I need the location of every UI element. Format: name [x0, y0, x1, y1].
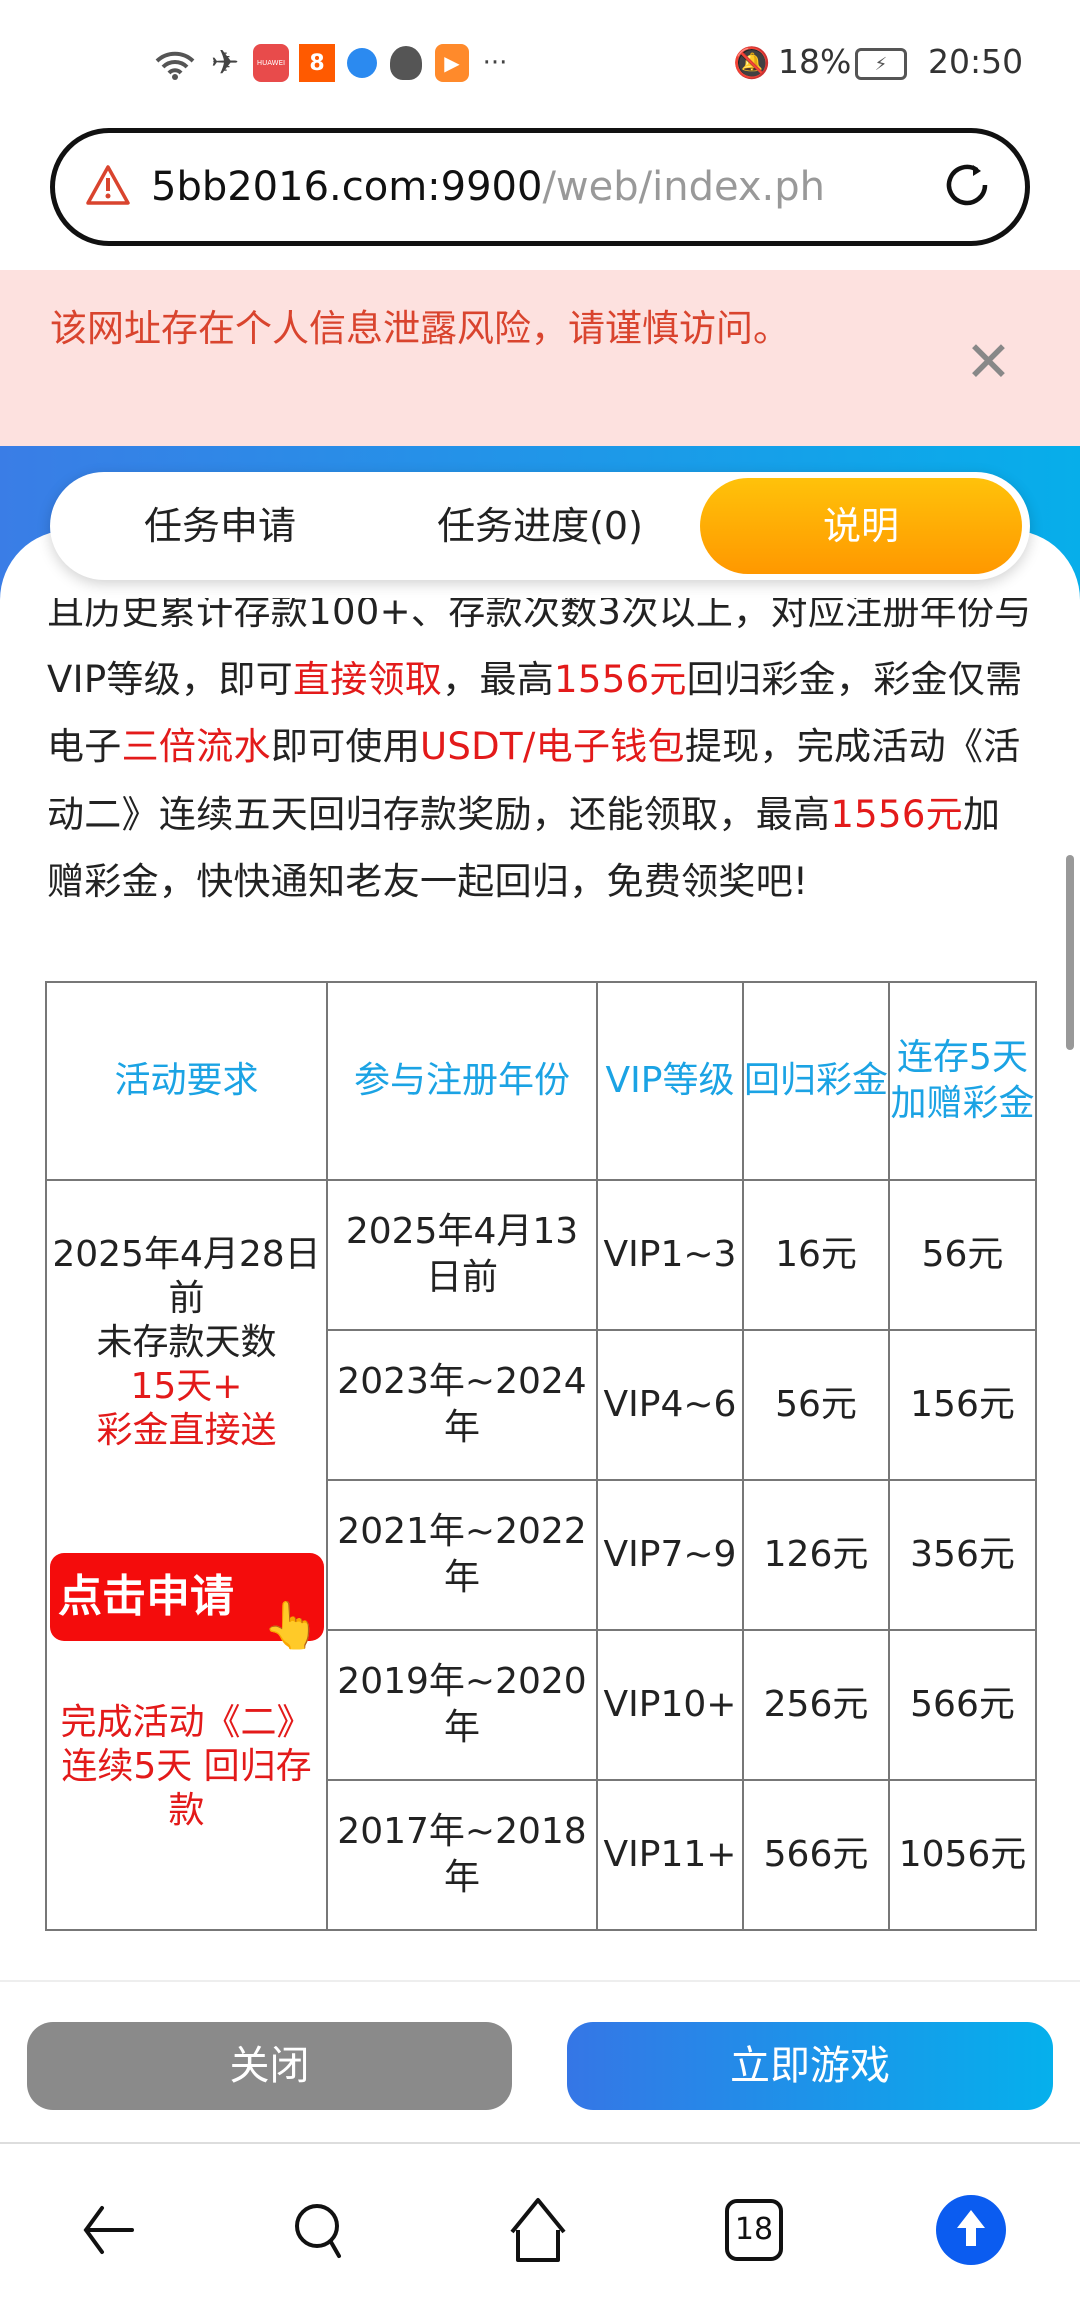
highlight-text: 1556元: [554, 657, 687, 701]
row-vip: VIP10+: [596, 1629, 744, 1781]
clock: 20:50: [928, 42, 1024, 81]
home-icon[interactable]: [498, 2190, 578, 2270]
huawei-appgallery-icon: HUAWEI: [253, 44, 289, 82]
table-row: 2025年4月28日前 未存款天数 15天+ 彩金直接送 点击申请 👆 完成活动《…: [45, 1179, 1037, 1931]
close-button[interactable]: 关闭: [27, 2022, 512, 2110]
row-extra: 56元: [888, 1179, 1037, 1331]
search-icon[interactable]: [281, 2190, 361, 2270]
req-days-label: 未存款天数: [96, 1322, 277, 1363]
address-bar[interactable]: 5bb2016.com:9900/web/index.ph: [50, 128, 1030, 246]
table-header-row: 活动要求 参与注册年份 VIP等级 回归彩金 连存5天 加赠彩金: [45, 981, 1037, 1181]
reload-icon[interactable]: [939, 157, 995, 217]
warning-text: 该网址存在个人信息泄露风险，请谨慎访问。: [50, 307, 790, 350]
table-row: 2021年~2022年 VIP7~9 126元 356元: [46, 1479, 1037, 1631]
row-vip: VIP4~6: [596, 1329, 744, 1481]
apply-button[interactable]: 点击申请 👆: [50, 1553, 324, 1652]
header-requirement: 活动要求: [45, 981, 328, 1181]
browser-icon: [347, 48, 377, 78]
tab-task-apply[interactable]: 任务申请: [143, 504, 296, 548]
header-reg-year: 参与注册年份: [326, 981, 598, 1181]
status-bar: ✈ HUAWEI 8 ▶ ··· 🔕 18% ⚡ 20:50: [0, 0, 1080, 110]
scroll-to-top-icon[interactable]: [931, 2190, 1011, 2270]
close-icon[interactable]: ✕: [965, 330, 1012, 395]
back-icon[interactable]: [66, 2190, 146, 2270]
requirement-cell: 2025年4月28日前 未存款天数 15天+ 彩金直接送 点击申请 👆 完成活动《…: [45, 1179, 328, 1931]
table-row: 2023年~2024年 VIP4~6 56元 156元: [46, 1329, 1037, 1481]
row-bonus: 256元: [742, 1629, 890, 1781]
row-bonus: 126元: [742, 1479, 890, 1631]
row-bonus: 16元: [742, 1179, 890, 1331]
tab-task-progress[interactable]: 任务进度(0): [437, 504, 643, 548]
row-vip: VIP7~9: [596, 1479, 744, 1631]
description-segment: 加赠彩金，快快通知老友一起回归，免费领奖吧!: [47, 792, 1001, 904]
row-vip: VIP1~3: [596, 1179, 744, 1331]
row-extra: 1056元: [888, 1779, 1037, 1931]
more-dots-icon: ···: [482, 48, 508, 78]
header-vip: VIP等级: [596, 981, 744, 1181]
airplane-mode-icon: ✈: [210, 43, 240, 83]
divider: [0, 2142, 1080, 2144]
description-segment: 回归彩金，彩金仅需电子: [47, 657, 1023, 769]
bonus-table: 活动要求 参与注册年份 VIP等级 回归彩金 连存5天 加赠彩金 2025年4月…: [45, 981, 1037, 1931]
tabs-count-icon[interactable]: 18: [714, 2190, 794, 2270]
description-text: 且历史累计存款100+、存款次数3次以上，对应注册年份与VIP等级，即可直接领取…: [47, 598, 1037, 916]
header-extra: 连存5天 加赠彩金: [888, 981, 1037, 1181]
row-vip: VIP11+: [596, 1779, 744, 1931]
highlight-text: 直接领取: [292, 657, 443, 701]
row-extra: 156元: [888, 1329, 1037, 1481]
battery-charging-icon: ⚡: [855, 48, 907, 80]
tab-bar: 任务申请 任务进度(0) 说明: [50, 472, 1030, 580]
tab-description[interactable]: 说明: [700, 478, 1022, 574]
security-warning-banner: 该网址存在个人信息泄露风险，请谨慎访问。 ✕: [0, 270, 1080, 446]
qq-icon: [390, 46, 422, 80]
req-activity: 完成活动《二》: [60, 1702, 313, 1743]
header-bonus: 回归彩金: [742, 981, 890, 1181]
scrollbar[interactable]: [1066, 855, 1074, 1050]
row-year: 2021年~2022年: [326, 1479, 598, 1631]
row-bonus: 566元: [742, 1779, 890, 1931]
req-days-value: 15天+: [130, 1366, 243, 1407]
row-extra: 566元: [888, 1629, 1037, 1781]
highlight-text: 三倍流水: [121, 725, 271, 768]
url-host[interactable]: 5bb2016.com:9900: [151, 164, 543, 210]
row-bonus: 56元: [742, 1329, 890, 1481]
wifi-icon: [152, 44, 198, 82]
highlight-text: 1556元: [830, 792, 963, 836]
row-year: 2025年4月13日前: [326, 1179, 598, 1331]
mute-bell-icon: 🔕: [733, 45, 771, 81]
row-year: 2019年~2020年: [326, 1629, 598, 1781]
description-segment: 且历史累计存款100+、存款次数3次以上，对应注册年份与VIP等级，即可: [47, 598, 1032, 701]
table-row: 2017年~2018年 VIP11+ 566元 1056元: [46, 1779, 1037, 1931]
pointing-hand-icon: 👆: [262, 1598, 320, 1652]
url-path[interactable]: /web/index.ph: [542, 164, 826, 210]
scroll-content[interactable]: 且历史累计存款100+、存款次数3次以上，对应注册年份与VIP等级，即可直接领取…: [0, 598, 1080, 1980]
req-date: 2025年4月28日前: [52, 1234, 321, 1319]
battery-percent: 18%: [778, 42, 852, 81]
description-segment: 提现，完成活动《活动二》连续五天回归存款奖励，还能领取，最高: [47, 725, 1021, 836]
req-consecutive: 连续5天 回归存款: [61, 1746, 312, 1831]
bottom-panel: 关闭 立即游戏: [0, 1980, 1080, 2310]
highlight-text: USDT/电子钱包: [420, 725, 685, 768]
description-segment: ，最高: [442, 657, 555, 701]
row-extra: 356元: [888, 1479, 1037, 1631]
description-segment: 即可使用: [270, 725, 421, 768]
play-now-button[interactable]: 立即游戏: [567, 2022, 1053, 2110]
video-app-icon: ▶: [435, 44, 469, 82]
warning-triangle-icon[interactable]: [85, 164, 131, 210]
row-year: 2017年~2018年: [326, 1779, 598, 1931]
table-row: 2019年~2020年 VIP10+ 256元 566元: [46, 1629, 1037, 1781]
req-bonus-note: 彩金直接送: [96, 1410, 277, 1451]
kuaishou-icon: 8: [299, 44, 335, 82]
row-year: 2023年~2024年: [326, 1329, 598, 1481]
